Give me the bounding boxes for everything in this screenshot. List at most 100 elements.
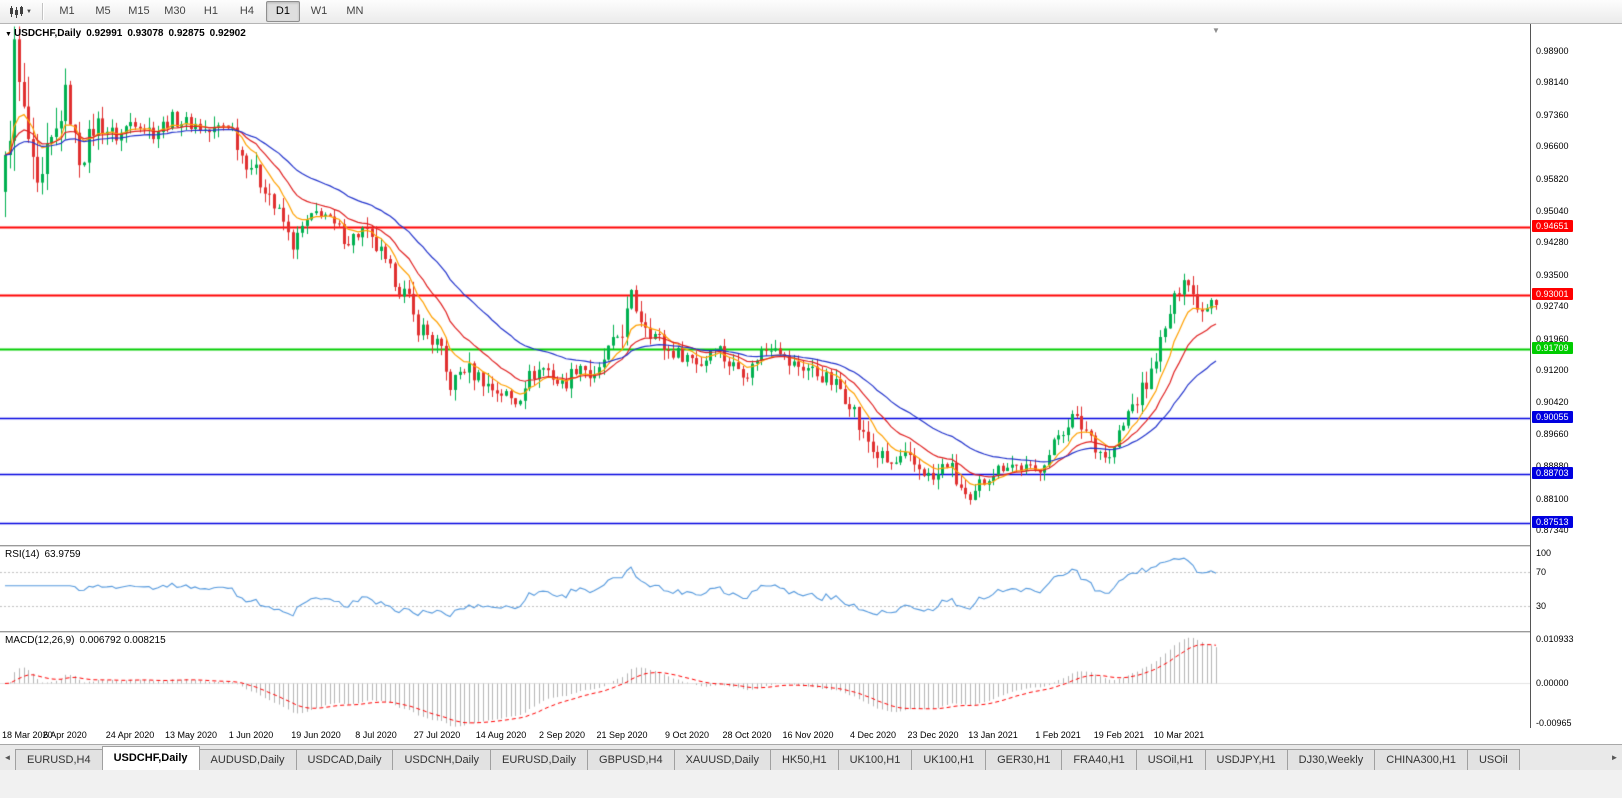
chart-tab-bar: ◄ EURUSD,H4 USDCHF,Daily AUDUSD,Daily USDCA… [0, 744, 1622, 770]
ohlc-low-value: 0.92875 [168, 28, 205, 39]
tabs-scroll-right-icon[interactable]: ► [1610, 753, 1619, 762]
hline-price-tag: 0.94651 [1532, 220, 1573, 233]
chart-type-caret-icon: ▼ [26, 8, 32, 15]
time-axis-label: 13 Jan 2021 [968, 730, 1018, 740]
candlestick-chart-icon [10, 5, 23, 18]
time-axis-label: 23 Dec 2020 [907, 730, 959, 740]
time-axis-label: 1 Jun 2020 [228, 730, 274, 740]
macd-axis-label: -0.00965 [1536, 718, 1572, 728]
hline-price-tag: 0.87513 [1532, 515, 1573, 528]
chart-tab-china300-h1[interactable]: CHINA300,H1 [1374, 749, 1468, 770]
price-axis-label: 0.98140 [1536, 77, 1569, 88]
time-axis-label: 19 Jun 2020 [291, 730, 341, 740]
price-axis-label: 0.94280 [1536, 237, 1569, 248]
time-axis-label: 13 May 2020 [164, 730, 218, 740]
pane-separator[interactable] [0, 631, 1622, 633]
rsi-axis-label: 100 [1536, 548, 1552, 558]
macd-axis-label: 0.010933 [1536, 634, 1574, 644]
timeframes-toolbar: M1 M5 M15 M30 H1 H4 D1 W1 MN [50, 1, 372, 22]
chart-tab-uk100-h1[interactable]: UK100,H1 [911, 749, 987, 770]
chart-header: ▼ USDCHF,Daily 0.92991 0.93078 0.92875 0.9290… [5, 28, 251, 39]
chart-tab-eurusd-daily[interactable]: EURUSD,Daily [490, 749, 589, 770]
time-axis-label: 28 Oct 2020 [722, 730, 772, 740]
toolbar-separator [41, 3, 44, 20]
price-axis-label: 0.88880 [1536, 461, 1569, 471]
ohlc-open-value: 0.92991 [86, 28, 123, 39]
timeframe-button-h1[interactable]: H1 [203, 5, 218, 17]
bottom-strip [0, 770, 1622, 798]
chart-tab-usoil[interactable]: USOil [1466, 749, 1520, 770]
time-axis-label: 6 Apr 2020 [43, 730, 87, 740]
price-axis-label: 0.97360 [1536, 109, 1569, 120]
price-axis-label: 0.90420 [1536, 397, 1569, 408]
time-axis-label: 8 Jul 2020 [355, 730, 397, 740]
price-axis-label: 0.91200 [1536, 365, 1569, 376]
time-axis-label: 10 Mar 2021 [1153, 730, 1205, 740]
hline-price-tag: 0.91709 [1532, 341, 1573, 354]
time-axis-label: 9 Oct 2020 [664, 730, 710, 740]
chart-tab-fra40-h1[interactable]: FRA40,H1 [1061, 749, 1137, 770]
time-axis-label: 2 Sep 2020 [538, 730, 586, 740]
macd-pane-header: MACD(12,26,9) 0.006792 0.008215 [5, 635, 171, 646]
price-axis-label: 0.87340 [1536, 525, 1569, 536]
time-axis-label: 21 Sep 2020 [596, 730, 648, 740]
timeframe-button-d1[interactable]: D1 [265, 1, 300, 22]
time-axis-label: 19 Feb 2021 [1093, 730, 1145, 740]
price-axis-label: 0.93500 [1536, 269, 1569, 280]
chart-tabs: EURUSD,H4 USDCHF,Daily AUDUSD,Daily USDCAD,… [15, 746, 1607, 770]
time-axis-label: 16 Nov 2020 [782, 730, 834, 740]
price-axis[interactable]: 0.98900 0.98140 0.97360 0.96600 0.95820 0.950… [1530, 24, 1622, 728]
price-axis-label: 0.88100 [1536, 493, 1569, 504]
time-axis-label: 4 Dec 2020 [849, 730, 897, 740]
chart-tab-ger30-h1[interactable]: GER30,H1 [985, 749, 1063, 770]
chart-menu-icon[interactable]: ▼ [5, 31, 12, 38]
timeframe-button-m5[interactable]: M5 [95, 5, 111, 17]
rsi-label: RSI(14) [5, 549, 40, 560]
time-axis[interactable]: 18 Mar 2020 6 Apr 2020 24 Apr 2020 13 May 2… [0, 728, 1530, 744]
chart-tab-audusd-daily[interactable]: AUDUSD,Daily [198, 749, 297, 770]
chart-tab-uk100-h1[interactable]: UK100,H1 [837, 749, 913, 770]
chart-shift-marker[interactable]: ▼ [1212, 26, 1220, 35]
pane-separator[interactable] [0, 545, 1622, 547]
chart-tab-usoil-h1[interactable]: USOil,H1 [1135, 749, 1206, 770]
chart-tab-gbpusd-h4[interactable]: GBPUSD,H4 [587, 749, 675, 770]
price-axis-label: 0.91960 [1536, 333, 1569, 344]
chart-type-button[interactable]: ▼ [4, 3, 36, 21]
ohlc-close-value: 0.92902 [209, 28, 246, 39]
timeframe-button-m30[interactable]: M30 [164, 5, 186, 17]
chart-tab-usdjpy-h1[interactable]: USDJPY,H1 [1204, 749, 1288, 770]
hline-price-tag: 0.90055 [1532, 410, 1573, 423]
chart-tab-xauusd-daily[interactable]: XAUUSD,Daily [673, 749, 771, 770]
macd-values: 0.006792 0.008215 [79, 635, 166, 646]
price-axis-label: 0.95040 [1536, 205, 1569, 216]
tabs-scroll-left-icon[interactable]: ◄ [3, 753, 12, 762]
time-axis-label: 24 Apr 2020 [105, 730, 155, 740]
timeframe-button-mn[interactable]: MN [346, 5, 364, 17]
timeframe-button-m15[interactable]: M15 [128, 5, 150, 17]
rsi-axis-label: 70 [1536, 567, 1547, 578]
chart-tab-eurusd-h4[interactable]: EURUSD,H4 [15, 749, 103, 770]
chart-tab-dj30-weekly[interactable]: DJ30,Weekly [1286, 749, 1376, 770]
macd-axis-label: 0.00000 [1536, 678, 1569, 689]
price-axis-label: 0.92740 [1536, 301, 1569, 312]
price-axis-label: 0.95820 [1536, 173, 1569, 184]
rsi-value: 63.9759 [44, 549, 81, 560]
rsi-indicator-canvas[interactable] [0, 547, 1530, 631]
rsi-axis-label: 30 [1536, 600, 1547, 611]
timeframe-button-w1[interactable]: W1 [310, 5, 328, 17]
chart-tab-hk50-h1[interactable]: HK50,H1 [769, 749, 839, 770]
time-axis-label: 14 Aug 2020 [475, 730, 527, 740]
chart-symbol-label: USDCHF,Daily [13, 28, 82, 39]
macd-indicator-canvas[interactable] [0, 633, 1530, 728]
time-axis-label: 18 Mar 2020 [2, 730, 53, 740]
chart-tab-usdcnh-daily[interactable]: USDCNH,Daily [392, 749, 492, 770]
price-chart-canvas[interactable] [0, 24, 1530, 545]
price-axis-label: 0.96600 [1536, 141, 1569, 152]
chart-tab-usdcad-daily[interactable]: USDCAD,Daily [295, 749, 394, 770]
hline-price-tag: 0.88703 [1532, 466, 1573, 479]
timeframe-button-h4[interactable]: H4 [239, 5, 254, 17]
chart-tab-usdchf-daily[interactable]: USDCHF,Daily [101, 746, 200, 770]
timeframe-button-m1[interactable]: M1 [59, 5, 75, 17]
price-axis-label: 0.89660 [1536, 428, 1569, 439]
